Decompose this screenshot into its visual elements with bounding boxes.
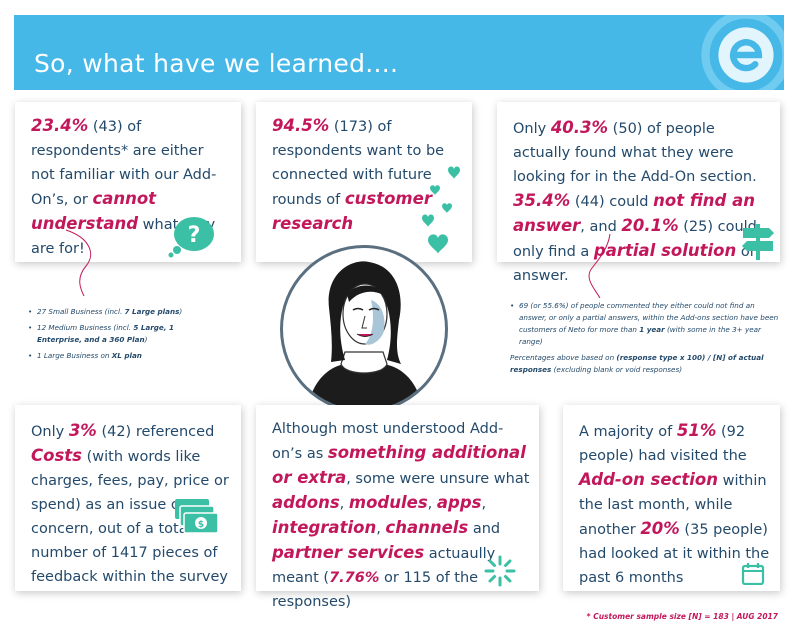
loading-spinner-icon [484,555,516,587]
text: 1 Large Business on [37,351,112,360]
text: 5 Large, 1 Enterprise, and a 360 Plan [37,323,175,344]
text: 69 (or 55.6%) of people commented they e… [519,301,779,334]
stat-percentage: 3% [68,421,97,440]
page-title: So, what have we learned.... [34,49,399,78]
stat-card-addon-terminology: Although most understood Add-on’s as som… [256,405,539,610]
stat-card-costs: Only 3% (42) referenced Costs (with word… [15,405,241,591]
hearts-icon [422,166,460,254]
note-divider [500,364,780,376]
text: 27 Small Business (incl. [37,307,125,316]
connector-line [588,233,611,299]
text: or 115 of the responses) [272,570,479,610]
text: A majority of [579,424,677,440]
highlight: not find an answer [513,191,755,235]
card-body: A majority of 51% (92 people) had visite… [579,419,771,590]
text: (42) referenced [96,424,215,440]
stat-card-addon-visits: A majority of 51% (92 people) had visite… [563,405,780,591]
text: 7 Large plans [124,307,180,316]
text: , [481,496,487,512]
neto-e-logo-icon [701,15,784,90]
calendar-icon [741,563,765,585]
stat-card-research-interest: 94.5% (173) of respondents want to be co… [256,102,472,262]
stat-percentage: 94.5% [272,116,330,135]
text: (with words like charges, fees, pay, pri… [31,449,229,585]
highlight: partial solution [593,241,737,260]
question-speech-bubble-icon: ? [168,217,214,258]
stat-card-addon-findability: Only 40.3% (50) of people actually found… [497,102,780,284]
respondent-portrait [280,245,448,413]
text: Percentages above based on [510,353,617,362]
money-icon: $ [175,499,219,534]
highlight: cannot understand [31,189,157,233]
list-item: 27 Small Business (incl. 7 Large plans) [28,306,218,318]
text: XL plan [111,351,142,360]
card-body: 94.5% (173) of respondents want to be co… [272,114,462,237]
text: (35 people) had looked at it within the … [579,522,770,586]
text: (92 people) had visited the [579,424,747,464]
note-business-breakdown: 27 Small Business (incl. 7 Large plans) … [28,306,218,366]
text: , [339,496,349,512]
highlight: modules [348,493,428,512]
text: , and [580,219,622,235]
text: , some were unsure what [346,471,530,487]
list-item: 1 Large Business on XL plan [28,350,218,362]
card-body: Only 3% (42) referenced Costs (with word… [31,419,231,589]
note-divider [500,280,780,292]
note-findability-detail: 69 (or 55.6%) of people commented they e… [510,300,780,376]
highlight: something additional or extra [272,443,526,487]
highlight: integration [272,518,377,537]
text: ) [144,335,148,344]
percentage-method-note: Percentages above based on (response typ… [510,352,780,376]
highlight: channels [385,518,469,537]
text: (50) of people actually found what they … [513,121,757,185]
text: and [468,521,501,537]
connector-line [65,229,91,297]
highlight: apps [436,493,482,512]
woman-portrait-illustration [307,261,423,410]
text: (with some in the 3+ year range) [519,325,762,346]
header-banner: So, what have we learned.... [14,15,784,90]
text: (173) of respondents want to be connecte… [272,119,445,208]
signpost-icon [742,224,774,260]
highlight: Costs [31,446,82,465]
text: (25) could only find a [513,219,757,260]
card-body: Although most understood Add-on’s as som… [272,417,530,614]
stat-card-addon-familiarity: 23.4% (43) of respondents* are either no… [15,102,241,262]
list-item: 69 (or 55.6%) of people commented they e… [510,300,780,348]
text: actuaully meant ( [272,546,496,586]
text: Only [31,424,69,440]
stat-percentage: 20% [640,519,680,538]
text: (excluding blank or void responses) [551,365,683,374]
stat-percentage: 40.3% [550,118,609,137]
text: (response type x 100) / [N] of actual re… [510,353,764,374]
highlight: customer research [272,189,432,233]
stat-percentage: 7.76% [329,570,380,586]
highlight: partner services [272,543,425,562]
text: (43) of respondents* are either not fami… [31,119,217,208]
text: Although most understood Add-on’s as [272,421,504,462]
highlight: Add-on section [579,470,718,489]
list-item: 12 Medium Business (incl. 5 Large, 1 Ent… [28,322,218,346]
text: ) [179,307,183,316]
text: Only [513,121,551,137]
stat-percentage: 51% [676,421,717,440]
highlight: addons [272,493,340,512]
text: within the last month, while another [579,473,767,538]
text: , [427,496,437,512]
svg-text:$: $ [198,520,204,530]
note-divider [15,284,215,296]
stat-percentage: 20.1% [621,216,679,235]
footer-sample-note: * Customer sample size [N] = 183 | AUG 2… [586,612,778,621]
card-body: Only 40.3% (50) of people actually found… [513,116,769,288]
text: , [376,521,386,537]
text: (44) could [570,194,654,210]
note-divider [15,362,215,374]
stat-percentage: 23.4% [31,116,89,135]
svg-text:?: ? [188,223,201,248]
stat-percentage: 35.4% [513,191,571,210]
text: 1 year [639,325,665,334]
text: 12 Medium Business (incl. [37,323,134,332]
